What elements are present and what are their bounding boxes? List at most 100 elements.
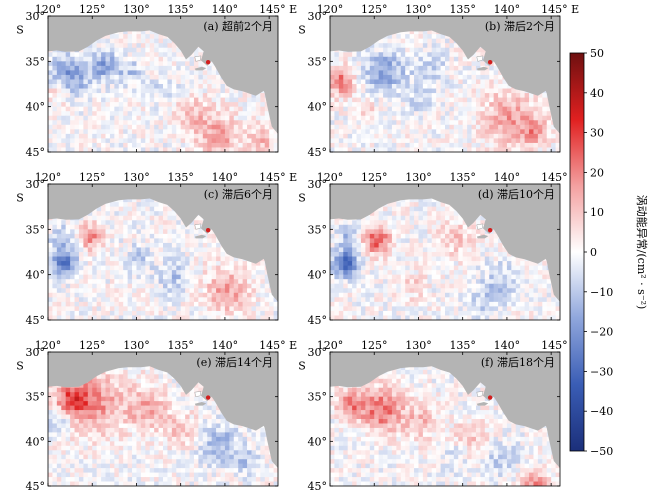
field-cell: [132, 129, 138, 135]
field-cell: [78, 84, 84, 90]
field-cell: [136, 34, 142, 40]
field-cell: [216, 111, 222, 117]
field-cell: [453, 43, 459, 49]
field-cell: [229, 297, 235, 303]
field-cell: [48, 279, 54, 285]
field-cell: [484, 74, 490, 81]
field-cell: [87, 120, 93, 126]
field-cell: [347, 124, 353, 130]
field-cell: [158, 56, 164, 62]
field-cell: [105, 120, 111, 126]
field-cell: [198, 274, 204, 280]
field-cell: [378, 65, 384, 71]
field-cell: [365, 52, 371, 58]
field-cell: [224, 252, 230, 258]
field-cell: [92, 52, 98, 58]
field-cell: [260, 306, 266, 312]
field-cell: [154, 270, 160, 276]
field-cell: [211, 111, 217, 117]
field-cell: [127, 102, 133, 108]
field-cell: [154, 52, 160, 58]
field-cell: [87, 315, 93, 320]
field-cell: [136, 206, 142, 212]
field-cell: [136, 297, 142, 303]
field-cell: [334, 93, 340, 99]
field-cell: [96, 52, 102, 58]
field-cell: [70, 93, 76, 99]
field-cell: [449, 38, 455, 44]
field-cell: [176, 93, 182, 99]
field-cell: [149, 129, 155, 135]
field-cell: [158, 111, 164, 117]
field-cell: [123, 270, 129, 276]
field-cell: [163, 102, 169, 108]
field-cell: [123, 147, 129, 152]
field-cell: [163, 292, 169, 298]
field-cell: [61, 56, 67, 62]
field-cell: [123, 129, 129, 135]
field-cell: [96, 129, 102, 135]
field-cell: [449, 111, 455, 117]
field-cell: [176, 52, 182, 58]
field-cell: [467, 102, 473, 108]
field-cell: [511, 102, 517, 108]
field-cell: [123, 124, 129, 130]
field-cell: [193, 242, 199, 249]
field-cell: [216, 88, 222, 94]
field-cell: [475, 124, 481, 130]
field-cell: [431, 29, 437, 35]
field-cell: [255, 288, 261, 294]
field-cell: [136, 283, 142, 289]
field-cell: [114, 242, 120, 249]
field-cell: [96, 97, 102, 103]
field-cell: [211, 301, 217, 307]
field-cell: [211, 252, 217, 258]
field-cell: [56, 74, 62, 81]
field-cell: [198, 133, 204, 139]
field-cell: [145, 283, 151, 289]
field-cell: [356, 61, 362, 67]
field-cell: [158, 238, 164, 244]
field-cell: [198, 120, 204, 126]
field-cell: [383, 43, 389, 49]
field-cell: [171, 252, 177, 258]
field-cell: [123, 115, 129, 121]
field-cell: [471, 111, 477, 117]
ocean-field: [48, 16, 278, 152]
field-cell: [189, 229, 195, 235]
field-cell: [515, 129, 521, 135]
field-cell: [418, 115, 424, 121]
field-cell: [132, 220, 138, 226]
field-cell: [52, 142, 58, 149]
field-cell: [114, 252, 120, 258]
field-cell: [422, 97, 428, 103]
field-cell: [145, 34, 151, 40]
field-cell: [330, 88, 336, 94]
field-cell: [171, 70, 177, 76]
field-cell: [251, 138, 257, 144]
field-cell: [207, 283, 213, 289]
field-cell: [198, 229, 204, 235]
field-cell: [114, 56, 120, 62]
field-cell: [347, 65, 353, 71]
field-cell: [224, 265, 230, 271]
field-cell: [92, 215, 98, 221]
field-cell: [101, 215, 107, 221]
field-cell: [202, 111, 208, 117]
field-cell: [149, 288, 155, 294]
field-cell: [163, 215, 169, 221]
lon-tick-label: 140°: [212, 171, 239, 184]
field-cell: [211, 115, 217, 121]
field-cell: [436, 74, 442, 81]
field-cell: [489, 111, 495, 117]
field-cell: [264, 301, 270, 307]
field-cell: [163, 129, 169, 135]
field-cell: [383, 115, 389, 121]
field-cell: [171, 79, 177, 85]
field-cell: [533, 124, 539, 130]
field-cell: [48, 102, 54, 108]
field-cell: [378, 142, 384, 149]
field-cell: [136, 229, 142, 235]
field-cell: [171, 315, 177, 320]
field-cell: [145, 288, 151, 294]
